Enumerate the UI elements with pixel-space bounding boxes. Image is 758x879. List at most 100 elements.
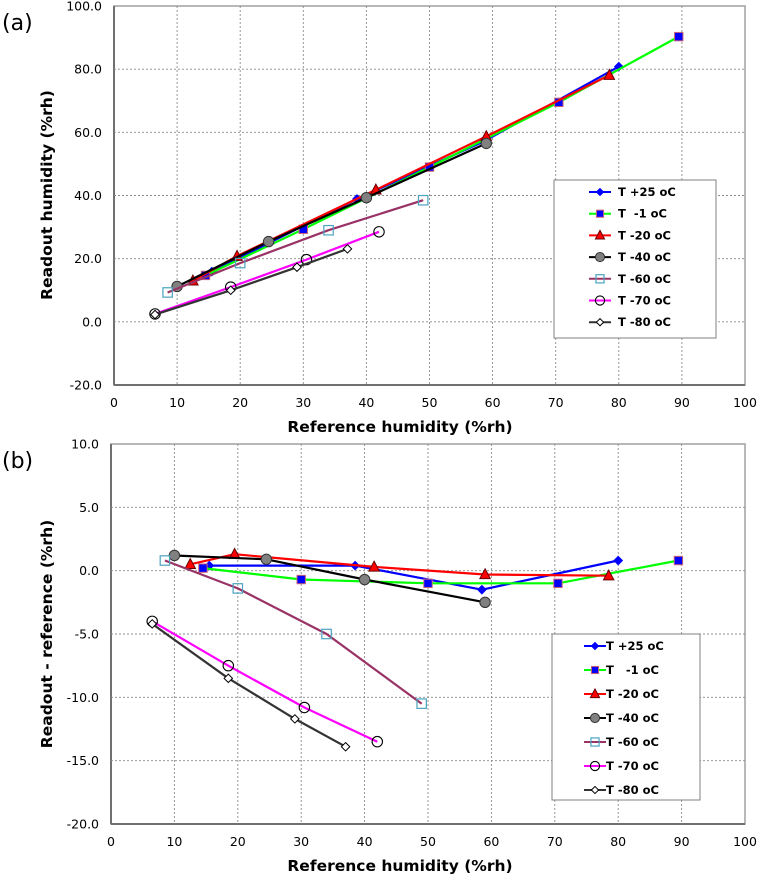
legend-item: T -70 oC [589,294,671,308]
x-tick-label: 50 [422,395,438,410]
legend-label: T -80 oC [618,315,671,329]
data-point [479,596,491,609]
legend-label: T +25 oC [606,639,664,653]
y-tick-label: -5.0 [75,627,99,642]
x-tick-label: 30 [293,834,309,849]
ticks-b: 0 10 20 30 40 50 60 70 80 90 100 -20.0 -15.0 -10.0 -5.… [67,437,757,850]
data-point [232,583,244,594]
series-line [154,247,348,316]
data-point [476,584,487,595]
legend-label: T -40 oC [606,711,659,725]
legend-item: T -20 oC [589,228,671,242]
series-line [176,142,487,288]
x-tick-label: 30 [295,395,311,410]
data-point [223,673,234,684]
legend-marker-icon [594,229,606,240]
legend-label: T -80 oC [606,783,659,797]
x-tick-label: 60 [485,395,501,410]
panel-label-b: (b) [2,449,33,474]
legend-label: T -20 oC [618,228,671,242]
legend-label: T -1 oC [606,663,659,677]
y-tick-label: -10.0 [67,690,99,705]
data-point [198,563,208,573]
data-point [222,659,235,672]
series-line [167,199,424,294]
data-point [371,735,384,748]
y-axis-title-a: Readout humidity (%rh) [38,90,56,300]
y-tick-label: 10.0 [71,437,99,452]
legend-b: T +25 oC T -1 oC T -20 oC T -40 oC T -60 oC T… [551,633,701,801]
series-t-60-oc [159,555,427,709]
series-a [149,31,684,320]
legend-label: T -20 oC [606,687,659,701]
series-line [174,554,486,604]
data-point [480,137,492,150]
ticks-a: 0 10 20 30 40 50 60 70 80 90 100 -20.0 0.0 20.0 40.0 60… [66,0,757,410]
x-tick-label: 100 [733,834,757,849]
series-line [164,559,423,705]
series-line [154,230,380,315]
data-point [553,578,563,589]
x-tick-label: 70 [547,834,563,849]
data-point [368,560,381,572]
data-point [321,628,332,640]
legend-label: T +25 oC [618,185,676,199]
series-t-80-oc [147,618,351,752]
y-axis-title-b: Readout - reference (%rh) [38,520,56,748]
legend-item: T -80 oC [589,315,671,329]
series-line [151,620,378,743]
data-point [225,285,236,296]
legend-marker-icon [590,665,600,675]
data-point [262,235,275,248]
chart-b: (b) 0 10 20 30 40 50 60 70 80 90 100 -20.0 -15.0 -10.… [2,437,757,876]
data-point [613,61,624,72]
data-point [150,309,160,320]
legend-item: T -1 oC [589,207,667,221]
data-point [358,573,371,586]
data-point [603,68,616,80]
series-line [151,623,347,748]
data-point [147,618,158,629]
x-tick-label: 90 [674,395,690,410]
x-tick-label: 60 [483,834,499,849]
data-point [292,262,302,273]
legend-marker-icon [589,760,601,772]
legend-item: T +25 oC [589,185,676,199]
y-tick-label: -20.0 [70,378,102,393]
x-tick-label: 0 [110,395,118,410]
legend-item: T -40 oC [584,711,659,725]
data-point [360,192,373,204]
legend-marker-icon [594,295,606,306]
data-point [423,578,433,589]
legend-label: T -40 oC [618,250,671,264]
legend-label: T -60 oC [606,735,659,749]
x-tick-label: 0 [107,834,115,849]
legend-item: T -60 oC [589,272,671,286]
x-tick-label: 80 [610,834,626,849]
y-tick-label: 40.0 [74,188,102,203]
data-point [613,555,624,566]
x-tick-label: 100 [733,395,757,410]
series-t-40-oc [168,549,491,609]
x-axis-title-a: Reference humidity (%rh) [287,418,512,436]
x-axis-title-b: Reference humidity (%rh) [287,857,512,875]
x-tick-label: 40 [357,834,373,849]
series-b [146,547,684,752]
legend-marker-icon [595,317,605,327]
y-tick-label: -15.0 [67,753,99,768]
legend-marker-icon [589,687,601,699]
x-tick-label: 40 [358,395,374,410]
legend-item: T -40 oC [589,250,671,264]
x-tick-label: 20 [232,395,248,410]
data-point [184,557,197,570]
series-t-80-oc [150,243,353,320]
data-point [342,243,353,254]
chart-a: (a) 0 10 20 30 40 50 60 70 80 90 100 -20.0 0.0 20.0 40… [2,0,757,436]
data-point [289,713,300,724]
legend-marker-icon [595,274,605,284]
panel-label-a: (a) [2,11,33,36]
x-tick-label: 80 [611,395,627,410]
data-point [162,287,173,298]
y-tick-label: 0.0 [79,563,99,578]
